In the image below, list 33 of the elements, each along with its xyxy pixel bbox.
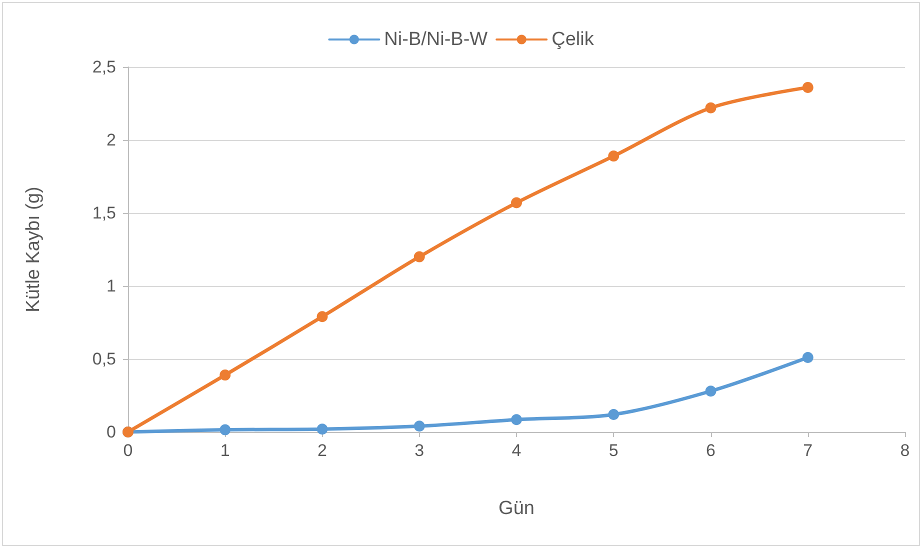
y-tick-label: 1 [106,276,116,296]
point [608,150,620,162]
y-tick-label: 0 [106,422,116,442]
point [511,197,522,208]
x-tick-label: 8 [900,441,910,460]
x-tick-label: 0 [123,441,133,460]
x-tick-label: 1 [220,441,230,460]
point [705,102,716,114]
y-tick-label: 1,5 [92,204,116,222]
y-tick-label: 2,5 [92,58,116,76]
point [220,424,231,436]
y-tick-label: 2 [106,130,116,150]
y-tick-label: 0,5 [92,350,116,368]
x-tick-label: 4 [512,441,522,460]
x-tick-label: 2 [318,441,327,460]
x-tick-label: 7 [803,441,813,460]
point [414,251,425,262]
point [414,420,425,432]
point [316,424,328,435]
point [608,408,620,420]
legend-label: Ni-B/Ni-B-W [384,29,488,50]
x-tick-label: 6 [706,441,716,460]
x-tick-label: 5 [608,441,618,460]
x-axis-title: Gün [498,498,534,519]
point [220,370,231,381]
legend-label: Çelik [552,29,594,50]
x-tick-label: 3 [414,441,424,460]
point [316,311,328,322]
point [802,352,814,364]
point [511,414,522,426]
point [802,82,814,93]
y-axis-title: Kütle Kaybı (g) [23,186,44,312]
point [705,386,716,397]
